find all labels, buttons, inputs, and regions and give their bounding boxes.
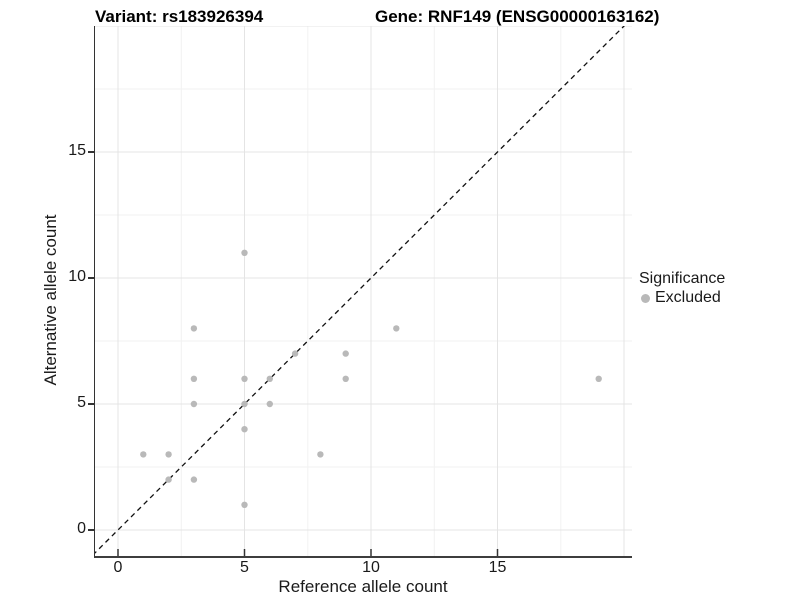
data-point bbox=[240, 249, 248, 256]
y-axis-title: Alternative allele count bbox=[41, 214, 60, 386]
data-point bbox=[190, 400, 197, 408]
data-point bbox=[266, 400, 273, 408]
y-tick-mark bbox=[88, 403, 94, 405]
y-tick-mark bbox=[88, 277, 94, 279]
y-tick-label: 10 bbox=[68, 268, 86, 285]
data-point bbox=[240, 375, 248, 382]
identity-line bbox=[94, 26, 625, 554]
data-point bbox=[240, 426, 248, 433]
scatter-svg bbox=[94, 26, 632, 556]
data-point bbox=[139, 451, 146, 458]
data-point bbox=[164, 476, 172, 483]
x-tick-label: 0 bbox=[113, 559, 123, 576]
legend-item-excluded: Excluded bbox=[639, 289, 725, 307]
data-point bbox=[164, 451, 172, 458]
data-point bbox=[190, 375, 197, 382]
data-point bbox=[392, 325, 399, 332]
y-tick-label: 15 bbox=[68, 142, 86, 159]
legend-point-icon bbox=[641, 293, 650, 303]
y-tick-mark bbox=[88, 529, 94, 531]
data-point bbox=[291, 350, 298, 357]
x-axis-title: Reference allele count bbox=[278, 577, 448, 596]
x-tick-label: 5 bbox=[240, 559, 249, 576]
data-point bbox=[240, 501, 248, 508]
y-tick-mark bbox=[88, 151, 94, 153]
data-point bbox=[266, 375, 273, 382]
plot-panel bbox=[93, 26, 632, 558]
data-point bbox=[190, 325, 197, 332]
x-tick-label: 10 bbox=[362, 559, 380, 576]
data-point bbox=[595, 375, 602, 382]
y-tick-label: 5 bbox=[77, 394, 86, 411]
legend-title: Significance bbox=[639, 270, 726, 287]
data-point bbox=[190, 476, 197, 483]
data-point bbox=[316, 451, 324, 458]
data-point bbox=[342, 375, 349, 382]
plot-title-gene: Gene: RNF149 (ENSG00000163162) bbox=[375, 7, 660, 26]
x-tick-label: 15 bbox=[488, 559, 507, 576]
legend: Significance Excluded bbox=[639, 270, 725, 307]
plot-title-variant: Variant: rs183926394 bbox=[95, 7, 264, 26]
y-tick-label: 0 bbox=[77, 520, 86, 537]
data-point bbox=[240, 400, 248, 408]
data-point bbox=[342, 350, 349, 357]
legend-item-label: Excluded bbox=[655, 289, 721, 306]
